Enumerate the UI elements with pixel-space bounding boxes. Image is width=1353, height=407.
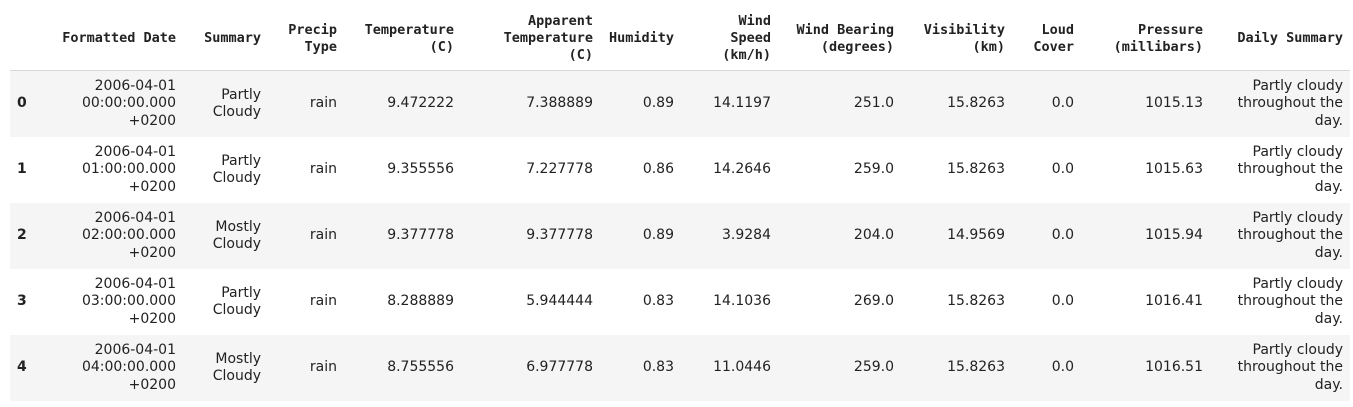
cell-temperature: 8.288889 — [344, 269, 461, 335]
cell-pressure: 1016.41 — [1081, 269, 1210, 335]
cell-pressure: 1015.13 — [1081, 70, 1210, 137]
cell-wind-bearing: 251.0 — [778, 70, 901, 137]
cell-temperature: 8.755556 — [344, 335, 461, 401]
row-index: 0 — [10, 70, 46, 137]
header-visibility: Visibility (km) — [901, 7, 1012, 71]
cell-pressure: 1016.51 — [1081, 335, 1210, 401]
header-index — [10, 7, 46, 71]
row-index: 2 — [10, 203, 46, 269]
cell-temperature: 9.377778 — [344, 203, 461, 269]
cell-wind-speed: 11.0446 — [681, 335, 778, 401]
header-apparent-temperature: Apparent Temperature (C) — [461, 7, 600, 71]
cell-visibility: 15.8263 — [901, 137, 1012, 203]
header-precip-type: Precip Type — [268, 7, 344, 71]
header-row: Formatted Date Summary Precip Type Tempe… — [10, 7, 1350, 71]
cell-precip-type: rain — [268, 335, 344, 401]
cell-apparent-temperature: 9.377778 — [461, 203, 600, 269]
cell-wind-bearing: 259.0 — [778, 335, 901, 401]
cell-summary: Partly Cloudy — [183, 269, 268, 335]
cell-formatted-date: 2006-04-01 00:00:00.000 +0200 — [46, 70, 183, 137]
header-daily-summary: Daily Summary — [1210, 7, 1350, 71]
cell-daily-summary: Partly cloudy throughout the day. — [1210, 335, 1350, 401]
cell-visibility: 15.8263 — [901, 335, 1012, 401]
header-formatted-date: Formatted Date — [46, 7, 183, 71]
cell-apparent-temperature: 5.944444 — [461, 269, 600, 335]
cell-humidity: 0.89 — [600, 203, 681, 269]
cell-apparent-temperature: 7.388889 — [461, 70, 600, 137]
cell-wind-speed: 14.1197 — [681, 70, 778, 137]
row-index: 1 — [10, 137, 46, 203]
cell-precip-type: rain — [268, 203, 344, 269]
cell-summary: Mostly Cloudy — [183, 335, 268, 401]
cell-daily-summary: Partly cloudy throughout the day. — [1210, 203, 1350, 269]
table-row: 1 2006-04-01 01:00:00.000 +0200 Partly C… — [10, 137, 1350, 203]
cell-summary: Mostly Cloudy — [183, 203, 268, 269]
cell-wind-speed: 3.9284 — [681, 203, 778, 269]
cell-visibility: 15.8263 — [901, 269, 1012, 335]
cell-loud-cover: 0.0 — [1012, 269, 1081, 335]
cell-loud-cover: 0.0 — [1012, 335, 1081, 401]
cell-loud-cover: 0.0 — [1012, 137, 1081, 203]
cell-humidity: 0.83 — [600, 269, 681, 335]
cell-visibility: 15.8263 — [901, 70, 1012, 137]
cell-formatted-date: 2006-04-01 03:00:00.000 +0200 — [46, 269, 183, 335]
header-humidity: Humidity — [600, 7, 681, 71]
cell-precip-type: rain — [268, 137, 344, 203]
dataframe-table: Formatted Date Summary Precip Type Tempe… — [10, 7, 1350, 401]
header-temperature: Temperature (C) — [344, 7, 461, 71]
cell-daily-summary: Partly cloudy throughout the day. — [1210, 269, 1350, 335]
cell-temperature: 9.355556 — [344, 137, 461, 203]
table-row: 4 2006-04-01 04:00:00.000 +0200 Mostly C… — [10, 335, 1350, 401]
table-header: Formatted Date Summary Precip Type Tempe… — [10, 7, 1350, 71]
cell-wind-bearing: 204.0 — [778, 203, 901, 269]
table-row: 0 2006-04-01 00:00:00.000 +0200 Partly C… — [10, 70, 1350, 137]
cell-daily-summary: Partly cloudy throughout the day. — [1210, 70, 1350, 137]
cell-summary: Partly Cloudy — [183, 137, 268, 203]
header-loud-cover: Loud Cover — [1012, 7, 1081, 71]
cell-humidity: 0.83 — [600, 335, 681, 401]
cell-loud-cover: 0.0 — [1012, 203, 1081, 269]
cell-pressure: 1015.63 — [1081, 137, 1210, 203]
cell-humidity: 0.89 — [600, 70, 681, 137]
header-wind-speed: Wind Speed (km/h) — [681, 7, 778, 71]
cell-daily-summary: Partly cloudy throughout the day. — [1210, 137, 1350, 203]
cell-pressure: 1015.94 — [1081, 203, 1210, 269]
cell-formatted-date: 2006-04-01 04:00:00.000 +0200 — [46, 335, 183, 401]
row-index: 4 — [10, 335, 46, 401]
cell-temperature: 9.472222 — [344, 70, 461, 137]
cell-precip-type: rain — [268, 269, 344, 335]
cell-formatted-date: 2006-04-01 01:00:00.000 +0200 — [46, 137, 183, 203]
cell-visibility: 14.9569 — [901, 203, 1012, 269]
cell-loud-cover: 0.0 — [1012, 70, 1081, 137]
cell-apparent-temperature: 7.227778 — [461, 137, 600, 203]
cell-wind-speed: 14.2646 — [681, 137, 778, 203]
header-summary: Summary — [183, 7, 268, 71]
cell-precip-type: rain — [268, 70, 344, 137]
cell-wind-bearing: 269.0 — [778, 269, 901, 335]
cell-humidity: 0.86 — [600, 137, 681, 203]
header-wind-bearing: Wind Bearing (degrees) — [778, 7, 901, 71]
table-row: 3 2006-04-01 03:00:00.000 +0200 Partly C… — [10, 269, 1350, 335]
table-row: 2 2006-04-01 02:00:00.000 +0200 Mostly C… — [10, 203, 1350, 269]
row-index: 3 — [10, 269, 46, 335]
cell-wind-speed: 14.1036 — [681, 269, 778, 335]
cell-wind-bearing: 259.0 — [778, 137, 901, 203]
header-pressure: Pressure (millibars) — [1081, 7, 1210, 71]
cell-apparent-temperature: 6.977778 — [461, 335, 600, 401]
cell-summary: Partly Cloudy — [183, 70, 268, 137]
cell-formatted-date: 2006-04-01 02:00:00.000 +0200 — [46, 203, 183, 269]
table-body: 0 2006-04-01 00:00:00.000 +0200 Partly C… — [10, 70, 1350, 401]
